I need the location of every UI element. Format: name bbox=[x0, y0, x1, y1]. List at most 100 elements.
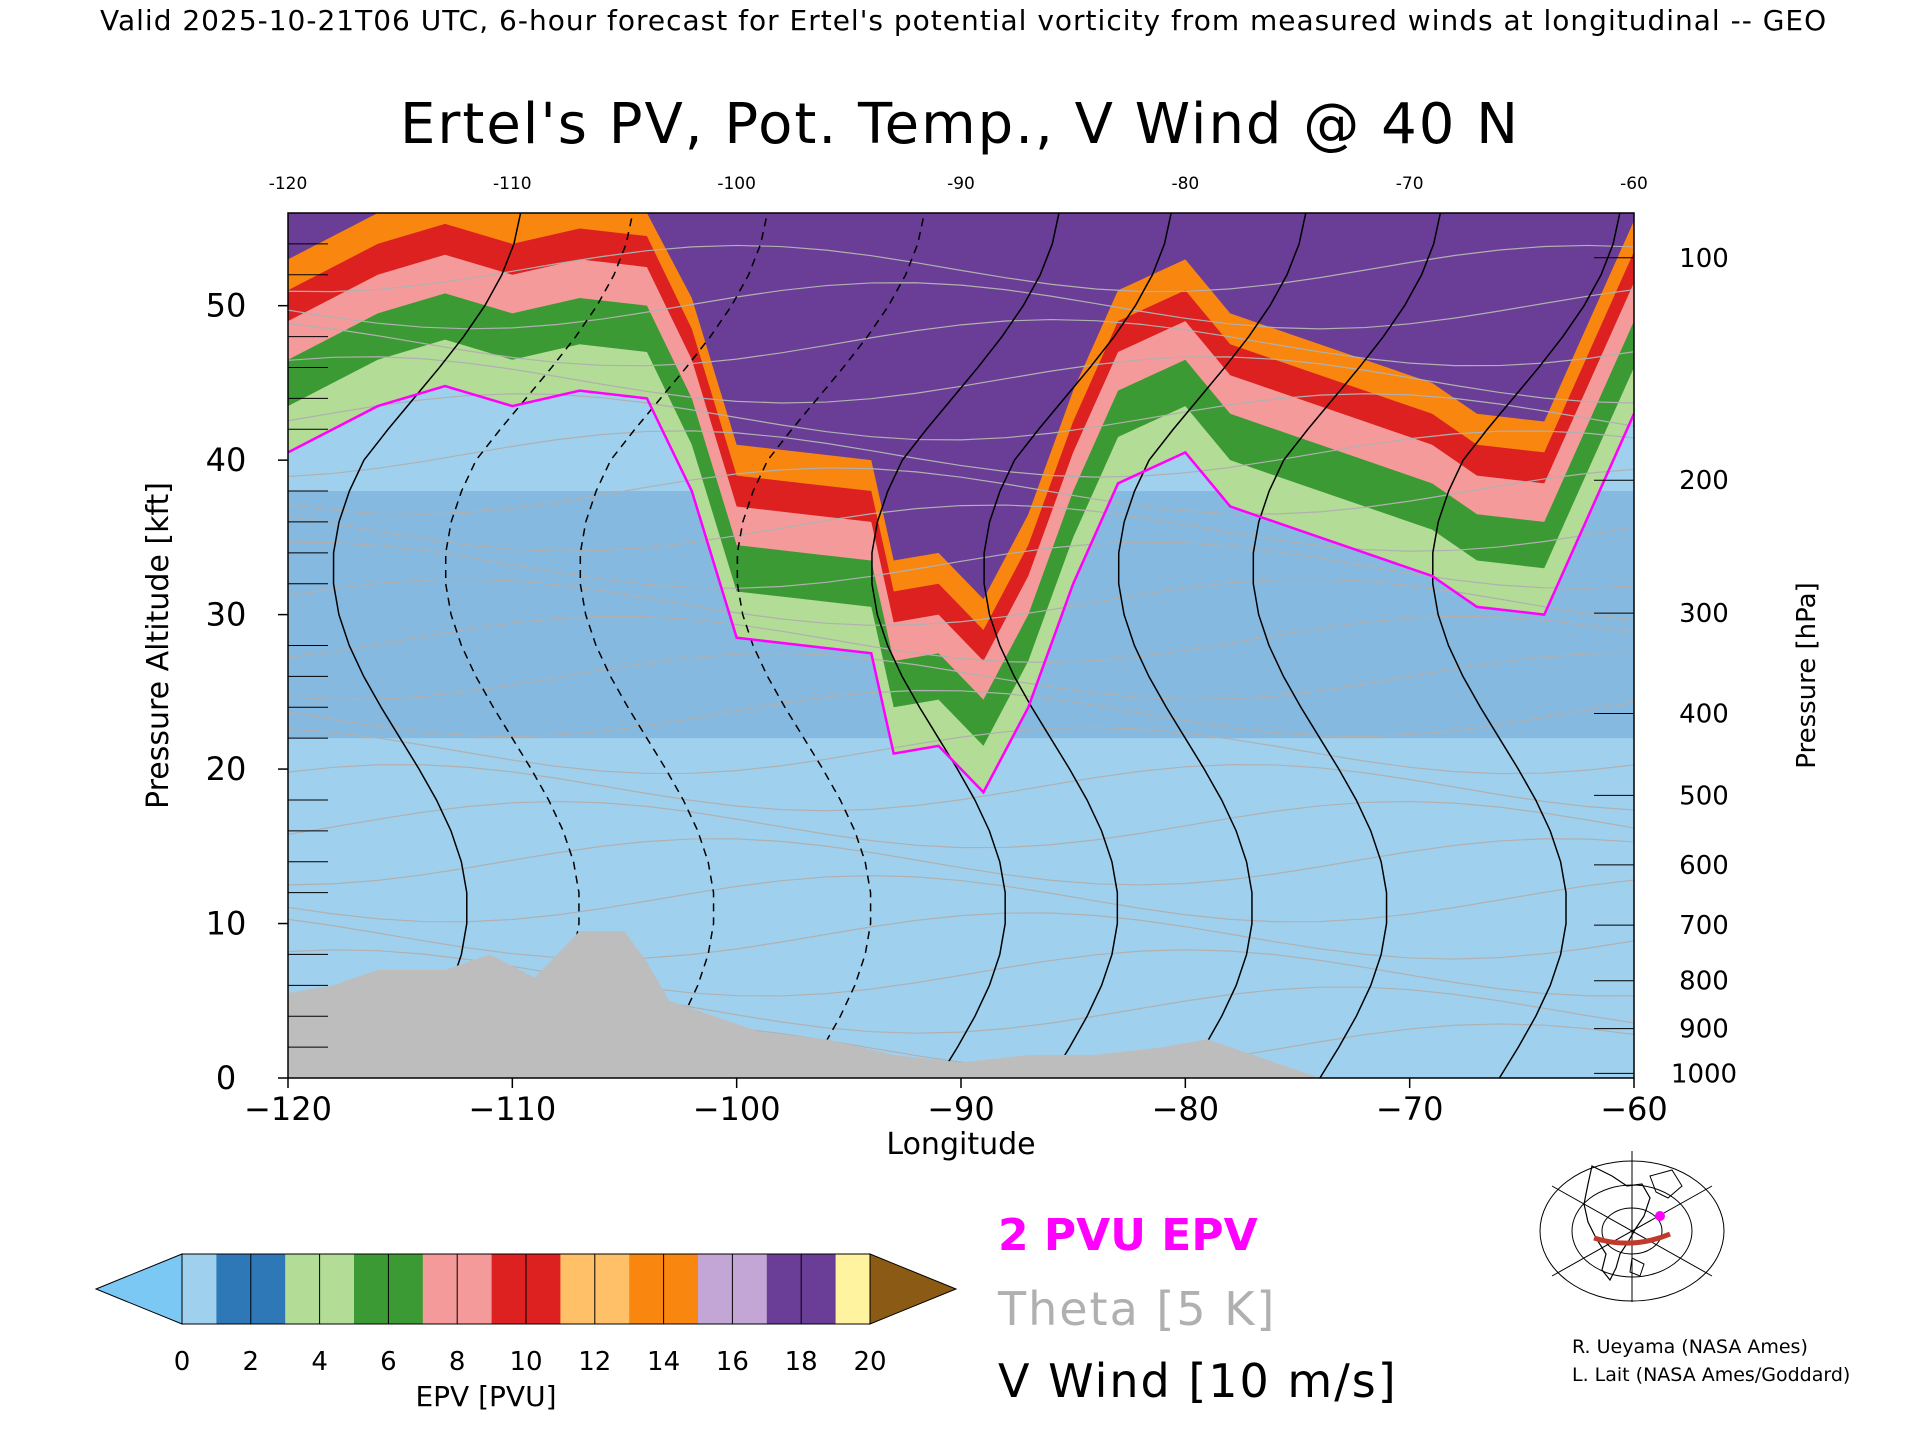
x-tick-label: −60 bbox=[1600, 1090, 1668, 1128]
theta-isentrope bbox=[288, 541, 1634, 589]
theta-isentrope bbox=[288, 764, 1634, 812]
colorbar-tick-label: 16 bbox=[716, 1347, 749, 1377]
x-axis-label: Longitude bbox=[886, 1127, 1035, 1162]
colorbar-tick-label: 4 bbox=[311, 1347, 328, 1377]
top-tick-label: -110 bbox=[493, 174, 532, 194]
y-tick-label: 0 bbox=[216, 1059, 236, 1097]
x-tick-label: −70 bbox=[1376, 1090, 1444, 1128]
theta-isentrope bbox=[288, 393, 1634, 441]
credit-line-2: L. Lait (NASA Ames/Goddard) bbox=[1572, 1364, 1851, 1386]
colorbar-swatch bbox=[491, 1254, 527, 1324]
colorbar-swatch bbox=[319, 1254, 355, 1324]
colorbar-swatch bbox=[250, 1254, 287, 1324]
colorbar-tick-label: 0 bbox=[174, 1347, 191, 1377]
colorbar-tick-label: 12 bbox=[578, 1347, 611, 1377]
theta-isentrope bbox=[288, 504, 1634, 552]
theta-isentrope bbox=[288, 282, 1634, 330]
top-tick-label: -100 bbox=[717, 174, 756, 194]
theta-isentrope bbox=[288, 652, 1634, 701]
colorbar-swatch bbox=[526, 1254, 562, 1324]
credit-line-1: R. Ueyama (NASA Ames) bbox=[1572, 1336, 1808, 1358]
colorbar-swatch bbox=[698, 1254, 734, 1324]
y-axis-label-left: Pressure Altitude [kft] bbox=[141, 482, 176, 809]
colorbar-tick-label: 20 bbox=[853, 1347, 886, 1377]
v-wind-contour bbox=[1432, 213, 1621, 1078]
colorbar-label: EPV [PVU] bbox=[415, 1380, 556, 1413]
legend-theta: Theta [5 K] bbox=[998, 1282, 1277, 1336]
colorbar-swatch bbox=[354, 1254, 390, 1324]
pressure-tick-label: 700 bbox=[1679, 911, 1729, 941]
v-wind-contour bbox=[1252, 213, 1442, 1078]
colorbar-swatch bbox=[285, 1254, 321, 1324]
theta-isentrope bbox=[288, 430, 1634, 478]
colorbar-tick-label: 18 bbox=[785, 1347, 818, 1377]
pressure-tick-label: 200 bbox=[1679, 466, 1729, 496]
top-tick-label: -60 bbox=[1620, 174, 1648, 194]
y-tick-label: 40 bbox=[206, 441, 247, 479]
y-axis-label-right: Pressure [hPa] bbox=[1792, 582, 1822, 769]
x-tick-label: −120 bbox=[244, 1090, 332, 1128]
x-tick-label: −90 bbox=[927, 1090, 995, 1128]
theta-isentrope bbox=[288, 615, 1634, 664]
colorbar-swatch bbox=[801, 1254, 837, 1324]
pressure-tick-label: 900 bbox=[1679, 1015, 1729, 1045]
colorbar-tick-label: 6 bbox=[380, 1347, 397, 1377]
colorbar-tick-label: 2 bbox=[243, 1347, 260, 1377]
top-tick-label: -70 bbox=[1396, 174, 1424, 194]
pressure-tick-label: 100 bbox=[1679, 244, 1729, 274]
terrain bbox=[288, 931, 1320, 1078]
pv-2-contour bbox=[288, 384, 1634, 795]
colorbar-swatch bbox=[766, 1254, 803, 1324]
colorbar-swatch bbox=[629, 1254, 665, 1324]
theta-isentrope bbox=[288, 912, 1634, 960]
colorbar-under-arrow bbox=[94, 1253, 183, 1325]
v-wind-contour bbox=[736, 213, 926, 1078]
colorbar-tick-label: 10 bbox=[509, 1347, 542, 1377]
theta-isentrope bbox=[288, 467, 1634, 515]
top-tick-label: -120 bbox=[269, 174, 308, 194]
colorbar-tick-label: 14 bbox=[647, 1347, 680, 1377]
theta-isentrope bbox=[288, 244, 1634, 293]
theta-isentrope bbox=[288, 838, 1634, 886]
top-tick-label: -90 bbox=[947, 174, 975, 194]
theta-isentrope bbox=[288, 318, 1634, 367]
valid-time-caption: Valid 2025-10-21T06 UTC, 6-hour forecast… bbox=[100, 4, 1828, 37]
pressure-tick-label: 1000 bbox=[1671, 1059, 1737, 1089]
colorbar-swatch bbox=[594, 1254, 631, 1324]
y-tick-label: 30 bbox=[206, 596, 247, 634]
colorbar-over-arrow bbox=[869, 1253, 958, 1325]
legend-vwind: V Wind [10 m/s] bbox=[998, 1354, 1398, 1408]
v-wind-contour bbox=[983, 213, 1172, 1078]
theta-isentrope bbox=[288, 578, 1634, 626]
theta-isentrope bbox=[288, 800, 1634, 849]
theta-isentrope bbox=[288, 356, 1634, 404]
colorbar-swatch bbox=[732, 1254, 768, 1324]
x-tick-label: −100 bbox=[693, 1090, 781, 1128]
pressure-tick-label: 500 bbox=[1679, 781, 1729, 811]
colorbar-swatch bbox=[182, 1254, 218, 1324]
stratosphere-band-5 bbox=[288, 213, 1634, 600]
colorbar-swatch bbox=[422, 1254, 459, 1324]
v-wind-contour bbox=[579, 213, 769, 1078]
y-tick-label: 10 bbox=[206, 905, 247, 943]
x-tick-label: −110 bbox=[468, 1090, 556, 1128]
colorbar-swatch bbox=[663, 1254, 699, 1324]
colorbar-swatch bbox=[835, 1254, 871, 1324]
theta-isentrope bbox=[288, 689, 1634, 738]
pressure-tick-label: 400 bbox=[1679, 699, 1729, 729]
chart-title: Ertel's PV, Pot. Temp., V Wind @ 40 N bbox=[399, 92, 1521, 157]
y-tick-label: 50 bbox=[206, 287, 247, 325]
theta-isentrope bbox=[288, 726, 1634, 775]
theta-isentrope bbox=[288, 875, 1634, 923]
colorbar-tick-label: 8 bbox=[449, 1347, 466, 1377]
x-tick-label: −80 bbox=[1152, 1090, 1220, 1128]
pressure-tick-label: 300 bbox=[1679, 599, 1729, 629]
pressure-tick-label: 600 bbox=[1679, 851, 1729, 881]
colorbar-swatch bbox=[457, 1254, 493, 1324]
colorbar-swatch bbox=[560, 1254, 596, 1324]
colorbar-swatch bbox=[216, 1254, 252, 1324]
v-wind-contour bbox=[1117, 213, 1307, 1078]
v-wind-contour bbox=[871, 213, 1060, 1078]
legend-2pvu: 2 PVU EPV bbox=[998, 1210, 1258, 1261]
